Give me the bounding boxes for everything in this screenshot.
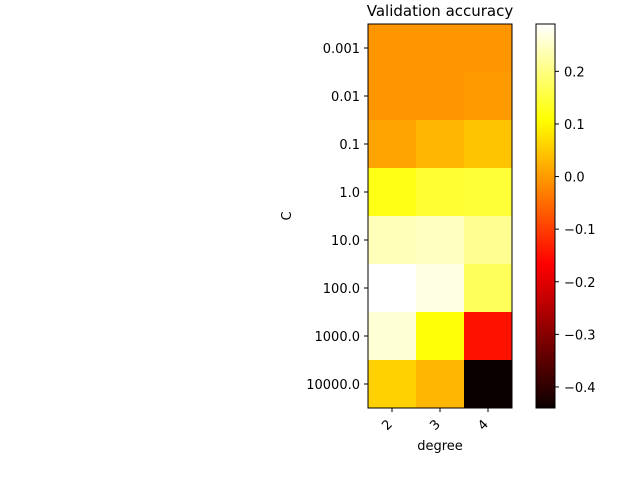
heatmap-cell: [416, 24, 465, 73]
heatmap-cell: [464, 264, 513, 313]
heatmap-cell: [464, 216, 513, 265]
x-axis-ticks: 2 3 4: [379, 408, 492, 434]
chart-title: Validation accuracy: [367, 2, 514, 20]
y-tick-label: 0.01: [331, 90, 360, 105]
colorbar-ticks: 0.2 0.1 0.0 −0.1 −0.2 −0.3 −0.4: [555, 65, 596, 396]
heatmap-cell: [368, 120, 417, 169]
heatmap-cell: [464, 72, 513, 121]
colorbar-tick-label: 0.2: [564, 65, 585, 80]
heatmap-cell: [368, 264, 417, 313]
colorbar-tick-label: 0.1: [564, 118, 585, 133]
heatmap-cell: [464, 168, 513, 217]
heatmap-cell: [368, 312, 417, 361]
y-tick-label: 1.0: [339, 186, 360, 201]
y-tick-label: 10.0: [331, 234, 360, 249]
y-tick-label: 0.1: [339, 138, 360, 153]
x-axis-label: degree: [417, 439, 463, 454]
heatmap-cell: [368, 72, 417, 121]
colorbar-tick-label: −0.3: [564, 328, 596, 343]
heatmap-cell: [464, 24, 513, 73]
heatmap-cell: [368, 168, 417, 217]
x-tick-label: 2: [379, 417, 395, 433]
y-tick-label: 100.0: [323, 282, 360, 297]
colorbar-tick-label: −0.2: [564, 276, 596, 291]
heatmap-cell: [416, 168, 465, 217]
heatmap-cell: [416, 72, 465, 121]
x-tick-label: 4: [475, 417, 491, 433]
heatmap-cell: [416, 120, 465, 169]
colorbar-tick-label: 0.0: [564, 171, 585, 186]
heatmap-cell: [416, 360, 465, 409]
heatmap-cell: [464, 312, 513, 361]
heatmap-cell: [368, 24, 417, 73]
colorbar: [535, 23, 556, 409]
heatmap-cell: [464, 360, 513, 409]
colorbar-tick-label: −0.4: [564, 381, 596, 396]
heatmap-cell: [464, 120, 513, 169]
y-tick-label: 10000.0: [306, 378, 360, 393]
y-axis-ticks: 0.001 0.01 0.1 1.0 10.0 100.0 1000.0 10000.0: [306, 42, 368, 393]
heatmap-cell: [368, 216, 417, 265]
heatmap-cell: [416, 312, 465, 361]
y-tick-label: 1000.0: [315, 330, 361, 345]
y-axis-label: C: [280, 211, 295, 220]
heatmap-cell: [416, 264, 465, 313]
heatmap-cell: [416, 216, 465, 265]
colorbar-tick-label: −0.1: [564, 223, 596, 238]
heatmap-cells: [368, 24, 513, 409]
y-tick-label: 0.001: [323, 42, 360, 57]
heatmap-cell: [368, 360, 417, 409]
x-tick-label: 3: [427, 417, 443, 433]
